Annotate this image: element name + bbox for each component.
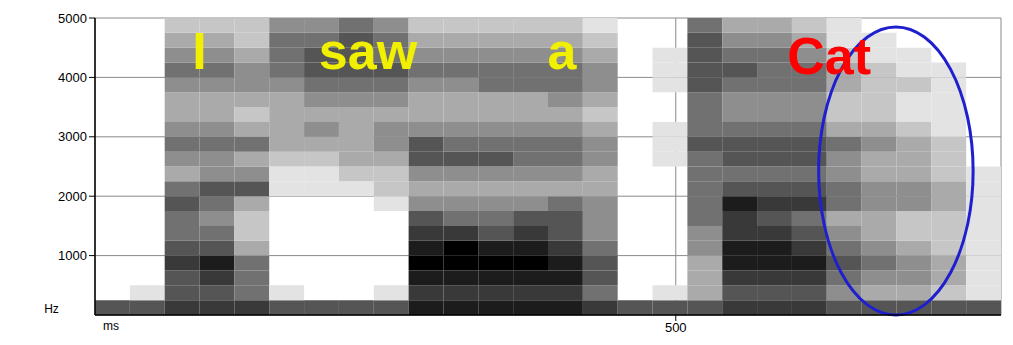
svg-text:4000: 4000 (58, 70, 87, 85)
svg-text:ms: ms (103, 319, 119, 333)
svg-text:Hz: Hz (44, 302, 59, 316)
svg-text:saw: saw (319, 22, 418, 80)
svg-text:a: a (547, 22, 577, 80)
svg-text:3000: 3000 (58, 129, 87, 144)
svg-text:5000: 5000 (58, 11, 87, 26)
svg-text:Cat: Cat (787, 27, 871, 85)
svg-text:I: I (192, 22, 206, 80)
svg-text:1000: 1000 (58, 248, 87, 263)
svg-text:2000: 2000 (58, 189, 87, 204)
svg-text:500: 500 (665, 320, 687, 335)
